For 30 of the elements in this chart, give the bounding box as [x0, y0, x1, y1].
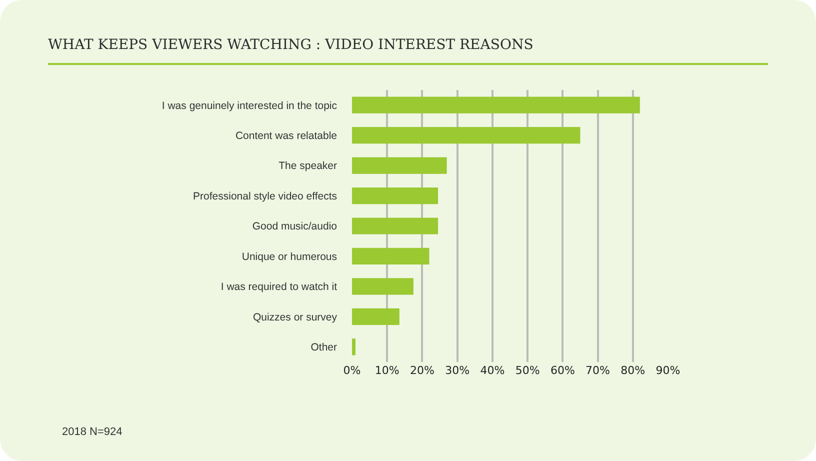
y-tick-label: I was genuinely interested in the topic [162, 100, 337, 112]
x-tick-label: 30% [445, 364, 470, 377]
x-tick-label: 20% [410, 364, 434, 377]
x-tick-label: 0% [343, 364, 361, 377]
text: 2018 N=924 [62, 426, 122, 438]
bar [352, 218, 438, 234]
y-tick-label: Good music/audio [252, 220, 338, 233]
bar [352, 187, 438, 204]
bar [352, 308, 400, 325]
x-tick-label: 90% [656, 364, 680, 377]
bar [352, 248, 430, 265]
y-tick-label: Quizzes or survey [252, 311, 338, 324]
y-tick-label: The speaker [278, 160, 338, 172]
bar [352, 96, 640, 114]
x-tick-label: 10% [374, 364, 400, 377]
x-tick-label: 70% [586, 364, 610, 377]
bar [352, 278, 414, 295]
y-tick-label: Unique or humerous [242, 250, 337, 263]
y-tick-label: Content was relatable [235, 130, 338, 142]
y-tick-label: Other [310, 342, 338, 354]
chart-title: WHAT KEEPS VIEWERS WATCHING : VIDEO INTEREST REASONS [48, 36, 534, 53]
bar [352, 127, 580, 144]
x-tick-label: 40% [480, 364, 505, 377]
bar [352, 338, 356, 356]
y-tick-label: Professional style video effects [193, 190, 337, 202]
bar [352, 157, 447, 174]
x-tick-label: 60% [550, 364, 575, 377]
x-tick-label: 50% [515, 364, 540, 377]
x-tick-label: 80% [620, 364, 646, 377]
y-tick-label: I was required to watch it [220, 281, 338, 294]
